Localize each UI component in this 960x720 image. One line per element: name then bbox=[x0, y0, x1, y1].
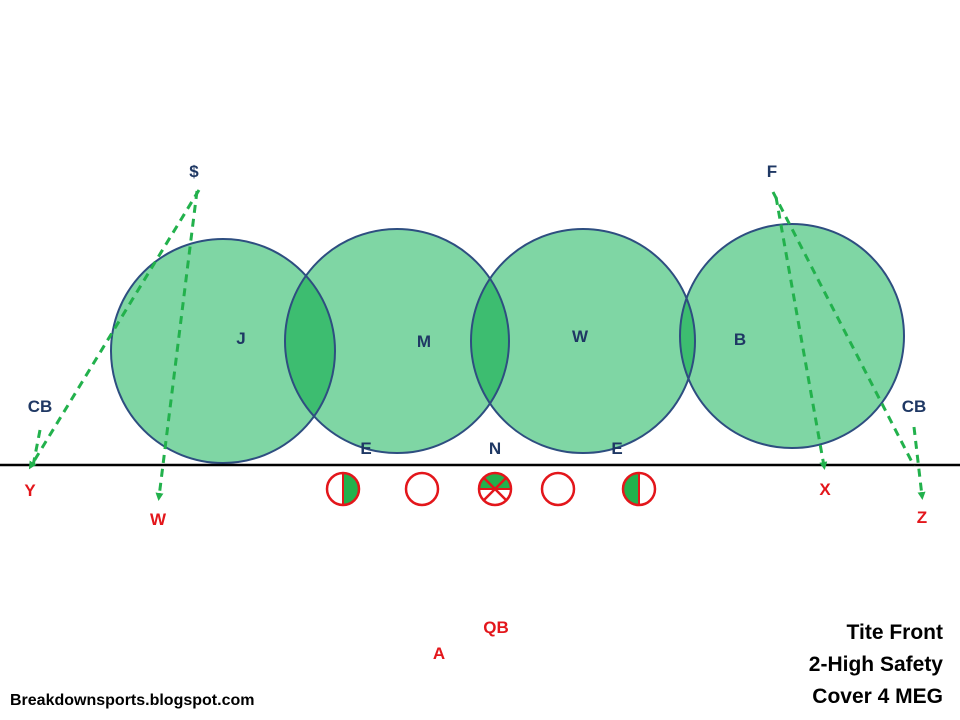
caption-front: Tite Front bbox=[846, 621, 943, 644]
defensive-labels: $ F J M W B CB CB E N E bbox=[28, 162, 927, 458]
zone-circle-w bbox=[471, 229, 695, 453]
label-strong-safety: $ bbox=[189, 162, 199, 181]
route-cb-to-y bbox=[31, 429, 42, 467]
caption-coverage-call: Cover 4 MEG bbox=[812, 685, 943, 708]
route-cb-to-z bbox=[912, 426, 926, 500]
left-tight-end-symbol bbox=[325, 471, 361, 507]
zone-outline-m bbox=[284, 228, 510, 454]
label-receiver-x: X bbox=[819, 480, 831, 499]
right-tackle-symbol bbox=[621, 471, 657, 507]
zone-outline-w bbox=[470, 228, 696, 454]
coverage-routes bbox=[28, 189, 926, 501]
label-receiver-z: Z bbox=[917, 508, 927, 527]
label-free-safety: F bbox=[767, 162, 777, 181]
label-left-corner: CB bbox=[28, 397, 53, 416]
offensive-labels: Y W X Z QB A bbox=[24, 480, 927, 663]
offensive-line bbox=[325, 471, 657, 507]
label-receiver-w: W bbox=[150, 510, 167, 529]
right-guard-symbol bbox=[540, 471, 576, 507]
route-safety-to-w bbox=[155, 190, 199, 501]
label-linebacker-b: B bbox=[734, 330, 746, 349]
label-quarterback: QB bbox=[483, 618, 509, 637]
zone-circle-b bbox=[680, 224, 904, 448]
label-linebacker-w: W bbox=[572, 327, 589, 346]
route-safety-to-y bbox=[28, 189, 201, 470]
caption-coverage-shell: 2-High Safety bbox=[808, 653, 943, 676]
label-right-end: E bbox=[611, 439, 622, 458]
left-guard-symbol bbox=[404, 471, 440, 507]
label-linebacker-j: J bbox=[236, 329, 245, 348]
zone-outline-b bbox=[679, 223, 905, 449]
source-credit: Breakdownsports.blogspot.com bbox=[10, 692, 255, 709]
label-running-back: A bbox=[433, 644, 445, 663]
zone-coverage-circles bbox=[110, 223, 905, 464]
zone-circle-m bbox=[285, 229, 509, 453]
label-receiver-y: Y bbox=[24, 481, 36, 500]
label-nose: N bbox=[489, 439, 501, 458]
route-free-safety-to-x bbox=[774, 196, 828, 470]
route-free-safety-to-z bbox=[771, 191, 916, 467]
zone-circle-j bbox=[111, 239, 335, 463]
play-caption: Tite Front 2-High Safety Cover 4 MEG bbox=[809, 617, 943, 713]
label-linebacker-m: M bbox=[417, 332, 431, 351]
center-symbol bbox=[477, 471, 513, 507]
zone-outline-j bbox=[110, 238, 336, 464]
label-right-corner: CB bbox=[902, 397, 927, 416]
label-left-end: E bbox=[360, 439, 371, 458]
